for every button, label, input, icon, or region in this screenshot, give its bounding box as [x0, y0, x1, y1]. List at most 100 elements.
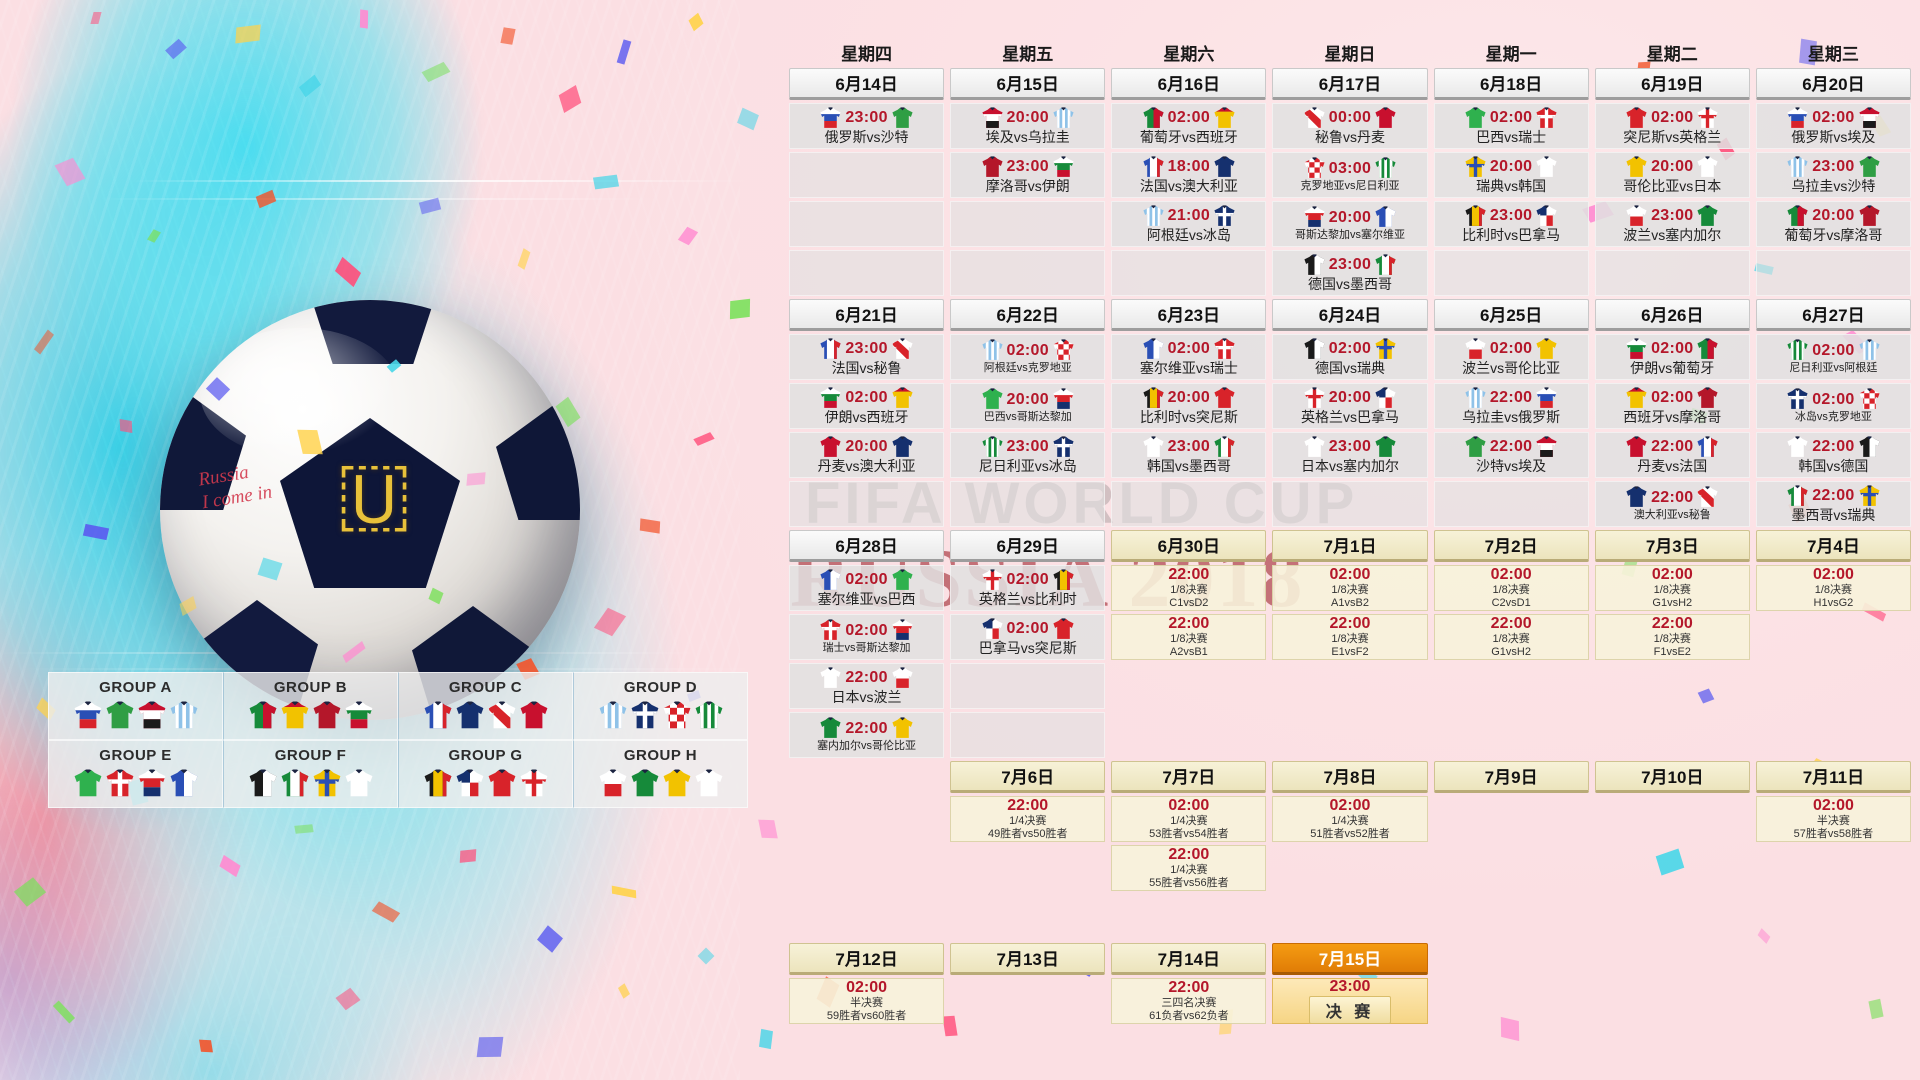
knockout-match-cell[interactable]: 22:00 1/8决赛 C1vsD2 — [1111, 565, 1267, 611]
date-header[interactable]: 6月14日 — [789, 68, 945, 100]
match-cell[interactable]: 20:00 哥斯达黎加vs塞尔维亚 — [1272, 201, 1428, 247]
date-header[interactable]: 7月2日 — [1433, 530, 1589, 562]
match-cell[interactable]: 22:00 乌拉圭vs俄罗斯 — [1433, 383, 1589, 429]
match-cell[interactable]: 02:00 瑞士vs哥斯达黎加 — [789, 614, 945, 660]
match-cell[interactable]: 20:00 埃及vs乌拉圭 — [950, 103, 1106, 149]
match-cell[interactable]: 23:00 韩国vs墨西哥 — [1111, 432, 1267, 478]
date-header[interactable]: 7月7日 — [1111, 761, 1267, 793]
final-match-cell[interactable]: 23:00 决 赛 — [1272, 978, 1428, 1024]
match-cell[interactable]: 23:00 日本vs塞内加尔 — [1272, 432, 1428, 478]
knockout-match-cell[interactable]: 02:00 1/8决赛 G1vsH2 — [1594, 565, 1750, 611]
knockout-match-cell[interactable]: 02:00 1/4决赛 51胜者vs52胜者 — [1272, 796, 1428, 842]
knockout-match-cell[interactable]: 02:00 1/4决赛 53胜者vs54胜者 — [1111, 796, 1267, 842]
match-cell[interactable]: 23:00 比利时vs巴拿马 — [1433, 201, 1589, 247]
group-f[interactable]: GROUP F — [223, 740, 398, 808]
match-cell[interactable]: 20:00 巴西vs哥斯达黎加 — [950, 383, 1106, 429]
match-cell[interactable]: 02:00 俄罗斯vs埃及 — [1755, 103, 1911, 149]
knockout-match-cell[interactable]: 22:00 三四名决赛 61负者vs62负者 — [1111, 978, 1267, 1024]
date-header[interactable]: 6月17日 — [1272, 68, 1428, 100]
match-cell[interactable]: 02:00 波兰vs哥伦比亚 — [1433, 334, 1589, 380]
match-cell[interactable]: 22:00 塞内加尔vs哥伦比亚 — [789, 712, 945, 758]
date-header[interactable]: 6月19日 — [1594, 68, 1750, 100]
match-cell[interactable]: 02:00 塞尔维亚vs瑞士 — [1111, 334, 1267, 380]
group-g[interactable]: GROUP G — [398, 740, 573, 808]
match-cell[interactable]: 02:00 巴西vs瑞士 — [1433, 103, 1589, 149]
knockout-match-cell[interactable]: 22:00 1/8决赛 A2vsB1 — [1111, 614, 1267, 660]
date-header[interactable]: 6月23日 — [1111, 299, 1267, 331]
match-cell[interactable]: 23:00 尼日利亚vs冰岛 — [950, 432, 1106, 478]
match-cell[interactable]: 20:00 比利时vs突尼斯 — [1111, 383, 1267, 429]
group-e[interactable]: GROUP E — [48, 740, 223, 808]
date-header[interactable]: 6月21日 — [789, 299, 945, 331]
date-header[interactable]: 7月8日 — [1272, 761, 1428, 793]
date-header[interactable]: 6月29日 — [950, 530, 1106, 562]
knockout-match-cell[interactable]: 02:00 1/8决赛 C2vsD1 — [1433, 565, 1589, 611]
match-cell[interactable]: 02:00 尼日利亚vs阿根廷 — [1755, 334, 1911, 380]
date-header[interactable]: 7月13日 — [950, 943, 1106, 975]
match-cell[interactable]: 02:00 英格兰vs比利时 — [950, 565, 1106, 611]
match-cell[interactable]: 18:00 法国vs澳大利亚 — [1111, 152, 1267, 198]
date-header[interactable]: 6月20日 — [1755, 68, 1911, 100]
match-cell[interactable]: 22:00 墨西哥vs瑞典 — [1755, 481, 1911, 527]
knockout-match-cell[interactable]: 02:00 1/8决赛 H1vsG2 — [1755, 565, 1911, 611]
match-cell[interactable]: 22:00 澳大利亚vs秘鲁 — [1594, 481, 1750, 527]
match-cell[interactable]: 22:00 日本vs波兰 — [789, 663, 945, 709]
knockout-match-cell[interactable]: 02:00 1/8决赛 A1vsB2 — [1272, 565, 1428, 611]
knockout-match-cell[interactable]: 02:00 半决赛 57胜者vs58胜者 — [1755, 796, 1911, 842]
match-cell[interactable]: 00:00 秘鲁vs丹麦 — [1272, 103, 1428, 149]
group-b[interactable]: GROUP B — [223, 672, 398, 740]
match-cell[interactable]: 20:00 葡萄牙vs摩洛哥 — [1755, 201, 1911, 247]
group-c[interactable]: GROUP C — [398, 672, 573, 740]
match-cell[interactable]: 20:00 英格兰vs巴拿马 — [1272, 383, 1428, 429]
date-header[interactable]: 7月9日 — [1433, 761, 1589, 793]
date-header[interactable]: 6月27日 — [1755, 299, 1911, 331]
date-header[interactable]: 6月16日 — [1111, 68, 1267, 100]
date-header[interactable]: 6月24日 — [1272, 299, 1428, 331]
date-header[interactable]: 6月26日 — [1594, 299, 1750, 331]
date-header[interactable]: 7月10日 — [1594, 761, 1750, 793]
match-cell[interactable]: 21:00 阿根廷vs冰岛 — [1111, 201, 1267, 247]
match-cell[interactable]: 23:00 德国vs墨西哥 — [1272, 250, 1428, 296]
match-cell[interactable]: 02:00 伊朗vs葡萄牙 — [1594, 334, 1750, 380]
match-cell[interactable]: 02:00 巴拿马vs突尼斯 — [950, 614, 1106, 660]
date-header[interactable]: 6月18日 — [1433, 68, 1589, 100]
date-header[interactable]: 7月12日 — [789, 943, 945, 975]
knockout-match-cell[interactable]: 02:00 半决赛 59胜者vs60胜者 — [789, 978, 945, 1024]
group-d[interactable]: GROUP D — [573, 672, 748, 740]
date-header[interactable]: 7月1日 — [1272, 530, 1428, 562]
match-cell[interactable]: 20:00 瑞典vs韩国 — [1433, 152, 1589, 198]
match-cell[interactable]: 02:00 德国vs瑞典 — [1272, 334, 1428, 380]
knockout-match-cell[interactable]: 22:00 1/8决赛 E1vsF2 — [1272, 614, 1428, 660]
match-cell[interactable]: 20:00 哥伦比亚vs日本 — [1594, 152, 1750, 198]
match-cell[interactable]: 02:00 阿根廷vs克罗地亚 — [950, 334, 1106, 380]
match-cell[interactable]: 23:00 波兰vs塞内加尔 — [1594, 201, 1750, 247]
date-header[interactable]: 7月6日 — [950, 761, 1106, 793]
match-cell[interactable]: 22:00 沙特vs埃及 — [1433, 432, 1589, 478]
group-h[interactable]: GROUP H — [573, 740, 748, 808]
date-header[interactable]: 7月3日 — [1594, 530, 1750, 562]
knockout-match-cell[interactable]: 22:00 1/8决赛 G1vsH2 — [1433, 614, 1589, 660]
date-header[interactable]: 7月4日 — [1755, 530, 1911, 562]
match-cell[interactable]: 02:00 西班牙vs摩洛哥 — [1594, 383, 1750, 429]
match-cell[interactable]: 02:00 冰岛vs克罗地亚 — [1755, 383, 1911, 429]
date-header[interactable]: 7月15日 — [1272, 943, 1428, 975]
date-header[interactable]: 7月14日 — [1111, 943, 1267, 975]
match-cell[interactable]: 23:00 乌拉圭vs沙特 — [1755, 152, 1911, 198]
knockout-match-cell[interactable]: 22:00 1/8决赛 F1vsE2 — [1594, 614, 1750, 660]
match-cell[interactable]: 23:00 摩洛哥vs伊朗 — [950, 152, 1106, 198]
match-cell[interactable]: 03:00 克罗地亚vs尼日利亚 — [1272, 152, 1428, 198]
match-cell[interactable]: 22:00 丹麦vs法国 — [1594, 432, 1750, 478]
match-cell[interactable]: 22:00 韩国vs德国 — [1755, 432, 1911, 478]
match-cell[interactable]: 02:00 伊朗vs西班牙 — [789, 383, 945, 429]
match-cell[interactable]: 23:00 法国vs秘鲁 — [789, 334, 945, 380]
date-header[interactable]: 6月28日 — [789, 530, 945, 562]
group-a[interactable]: GROUP A — [48, 672, 223, 740]
knockout-match-cell[interactable]: 22:00 1/4决赛 49胜者vs50胜者 — [950, 796, 1106, 842]
date-header[interactable]: 6月15日 — [950, 68, 1106, 100]
match-cell[interactable]: 02:00 葡萄牙vs西班牙 — [1111, 103, 1267, 149]
date-header[interactable]: 6月30日 — [1111, 530, 1267, 562]
knockout-match-cell[interactable]: 22:00 1/4决赛 55胜者vs56胜者 — [1111, 845, 1267, 891]
date-header[interactable]: 6月22日 — [950, 299, 1106, 331]
date-header[interactable]: 7月11日 — [1755, 761, 1911, 793]
match-cell[interactable]: 23:00 俄罗斯vs沙特 — [789, 103, 945, 149]
